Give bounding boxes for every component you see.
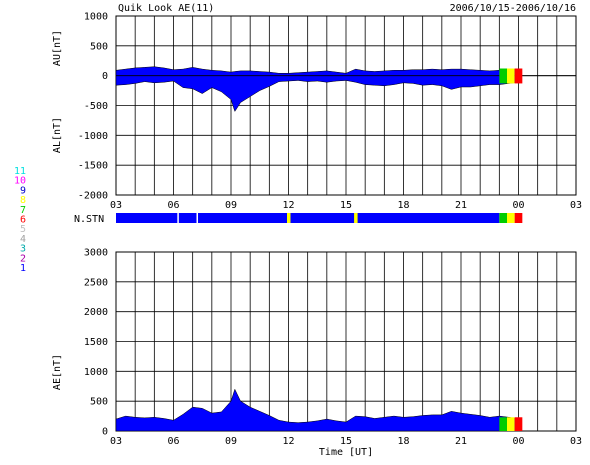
station-count-current [507, 213, 515, 223]
current-data-segment [499, 417, 507, 431]
x-axis-label: Time [UT] [319, 447, 373, 458]
station-count-marker [354, 213, 358, 223]
station-legend-label: 6 [20, 215, 26, 226]
current-data-segment [499, 68, 507, 84]
chart-title: Quik Look AE(11) [118, 3, 214, 14]
y-tick-label: 2500 [84, 277, 108, 288]
x-tick-label: 15 [340, 200, 352, 211]
x-tick-label: 12 [282, 200, 294, 211]
x-tick-label: 03 [110, 436, 122, 447]
al-axis-label: AL[nT] [52, 117, 63, 153]
y-tick-label: -500 [84, 101, 108, 112]
y-tick-label: -1000 [78, 131, 108, 142]
station-legend-label: 4 [20, 234, 26, 245]
x-tick-label: 21 [455, 436, 467, 447]
y-tick-label: -1500 [78, 161, 108, 172]
x-tick-label: 09 [225, 200, 237, 211]
x-tick-label: 18 [397, 200, 409, 211]
y-tick-label: 0 [102, 427, 108, 438]
y-tick-label: 1000 [84, 367, 108, 378]
x-tick-label: 03 [570, 200, 582, 211]
y-tick-label: 500 [90, 397, 108, 408]
station-legend-label: 3 [20, 244, 26, 255]
au-axis-label: AU[nT] [52, 30, 63, 66]
y-tick-label: 500 [90, 41, 108, 52]
plot-frame [115, 15, 577, 196]
station-legend-label: 8 [20, 195, 26, 206]
x-tick-label: 12 [282, 436, 294, 447]
au-al-envelope [115, 66, 519, 113]
y-tick-label: -2000 [78, 191, 108, 202]
station-count-divider [196, 213, 198, 223]
x-tick-label: 06 [167, 200, 179, 211]
current-data-segment [507, 417, 515, 431]
x-tick-label: 18 [397, 436, 409, 447]
station-legend-label: 2 [20, 253, 26, 264]
station-legend-label: 1 [20, 263, 26, 274]
station-count-current [499, 213, 507, 223]
x-tick-label: 15 [340, 436, 352, 447]
ae-axis-label: AE[nT] [52, 354, 63, 390]
y-tick-label: 2000 [84, 307, 108, 318]
y-tick-label: 1000 [84, 12, 108, 23]
current-data-segment [514, 417, 523, 431]
station-count-marker [287, 213, 291, 223]
y-tick-label: 0 [102, 71, 108, 82]
x-tick-label: 00 [512, 200, 524, 211]
y-tick-label: 1500 [84, 337, 108, 348]
x-tick-label: 03 [570, 436, 582, 447]
station-legend-label: 5 [20, 224, 26, 235]
x-tick-label: 03 [110, 200, 122, 211]
station-count-fill [116, 213, 500, 223]
x-tick-label: 00 [512, 436, 524, 447]
ae-area [115, 388, 519, 432]
x-tick-label: 06 [167, 436, 179, 447]
station-legend-label: 7 [20, 205, 26, 216]
current-data-segment [507, 68, 515, 84]
station-legend-label: 9 [20, 185, 26, 196]
station-legend-label: 11 [14, 166, 26, 177]
station-count-divider [177, 213, 179, 223]
x-tick-label: 09 [225, 436, 237, 447]
station-legend-label: 10 [14, 176, 26, 187]
y-tick-label: 3000 [84, 248, 108, 259]
station-count-current [514, 213, 523, 223]
current-data-segment [514, 68, 523, 84]
x-tick-label: 21 [455, 200, 467, 211]
station-count-bar: N.STN [74, 213, 523, 225]
date-range: 2006/10/15-2006/10/16 [450, 3, 576, 14]
station-count-label: N.STN [74, 214, 104, 225]
